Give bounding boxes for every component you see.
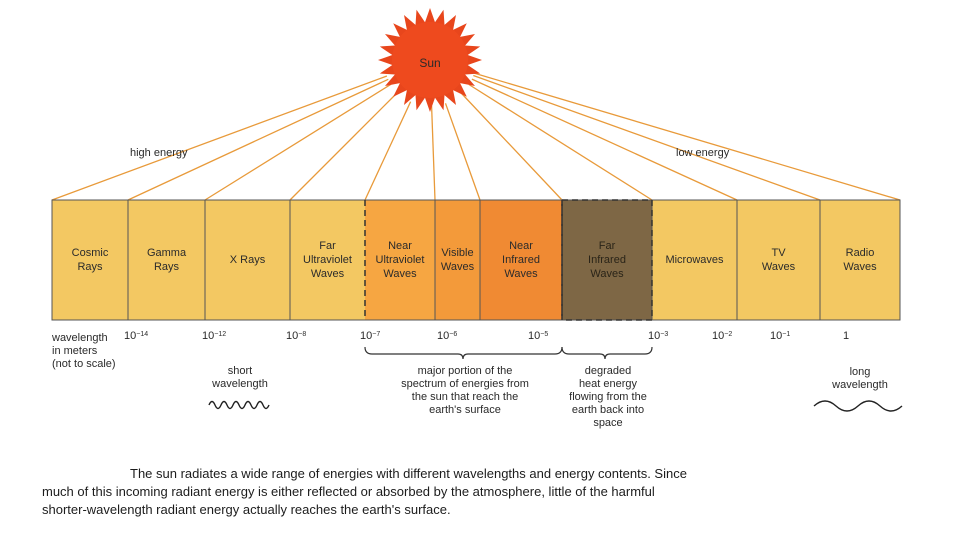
band-cosmic [52, 200, 128, 320]
sun-line-5 [430, 105, 436, 201]
degraded-brace [561, 346, 653, 360]
tick-label: 10−5 [528, 330, 549, 342]
tick-label: 1 [843, 330, 850, 342]
long-wave-icon [813, 400, 903, 412]
caption-line-2: much of this incoming radiant energy is … [42, 484, 655, 499]
low-energy-label: low energy [676, 147, 730, 159]
tick-label: 10−7 [360, 330, 381, 342]
sun-line-3 [289, 92, 398, 201]
tick-label: 10−6 [437, 330, 458, 342]
band-label-radio: Radio Waves [843, 247, 877, 273]
band-tv [737, 200, 820, 320]
sun-line-1 [127, 78, 389, 201]
band-visible [435, 200, 480, 320]
long-wavelength-label: long wavelength [832, 366, 888, 391]
band-label-tv: TV Waves [761, 247, 796, 273]
band-label-xray: X Rays [229, 254, 266, 266]
spectrum-bar-outline [51, 199, 901, 321]
sun-line-2 [204, 83, 392, 201]
tick-label: 10−14 [124, 330, 149, 342]
band-xray [205, 200, 290, 320]
band-microwaves [652, 200, 737, 320]
sun-line-11 [473, 72, 901, 201]
band-label-microwaves: Microwaves [665, 254, 724, 266]
spectrum-bar [51, 199, 901, 321]
sun-line-0 [51, 75, 388, 201]
sun-line-7 [461, 93, 563, 201]
band-far-uv [290, 200, 365, 320]
band-label-cosmic: Cosmic Rays [71, 247, 109, 273]
band-label-gamma: Gamma Rays [146, 247, 187, 273]
sun-line-9 [471, 78, 738, 201]
band-gamma [128, 200, 205, 320]
band-near-ir [480, 200, 562, 320]
caption-line-3: shorter-wavelength radiant energy actual… [42, 502, 451, 517]
far-infrared-dashed-frame [561, 199, 653, 321]
short-wavelength-label: short wavelength [212, 365, 268, 390]
band-near-uv [365, 200, 435, 320]
sun [378, 8, 482, 112]
tick-label: 10−8 [286, 330, 307, 342]
caption-line-1: The sun radiates a wide range of energie… [130, 466, 687, 481]
band-label-visible: Visible Waves [440, 247, 475, 273]
tick-label: 10−1 [770, 330, 791, 342]
axis-title: wavelength in meters (not to scale) [52, 332, 116, 370]
sun-label: Sun [419, 56, 441, 70]
degraded-label: degraded heat energy flowing from the ea… [569, 365, 647, 429]
major-portion-label: major portion of the spectrum of energie… [401, 365, 529, 416]
band-label-near-ir: Near Infrared Waves [502, 240, 540, 280]
tick-label: 10−12 [202, 330, 227, 342]
band-label-far-uv: Far Ultraviolet Waves [303, 240, 352, 280]
major-portion-brace [364, 346, 563, 360]
short-wave-icon [208, 400, 270, 410]
tick-label: 10−2 [712, 330, 733, 342]
sun-line-6 [444, 103, 481, 201]
band-radio [820, 200, 900, 320]
tick-label: 10−3 [648, 330, 669, 342]
band-label-far-ir: Far Infrared Waves [588, 240, 626, 280]
sun-disc-icon [392, 22, 468, 98]
sun-line-8 [468, 83, 653, 201]
band-label-near-uv: Near Ultraviolet Waves [375, 240, 425, 280]
sun-line-4 [364, 101, 412, 201]
band-far-ir [562, 200, 652, 320]
sun-rays-lines [51, 72, 901, 201]
braces [364, 346, 653, 360]
sun-line-10 [473, 74, 821, 201]
high-energy-label: high energy [130, 147, 188, 159]
